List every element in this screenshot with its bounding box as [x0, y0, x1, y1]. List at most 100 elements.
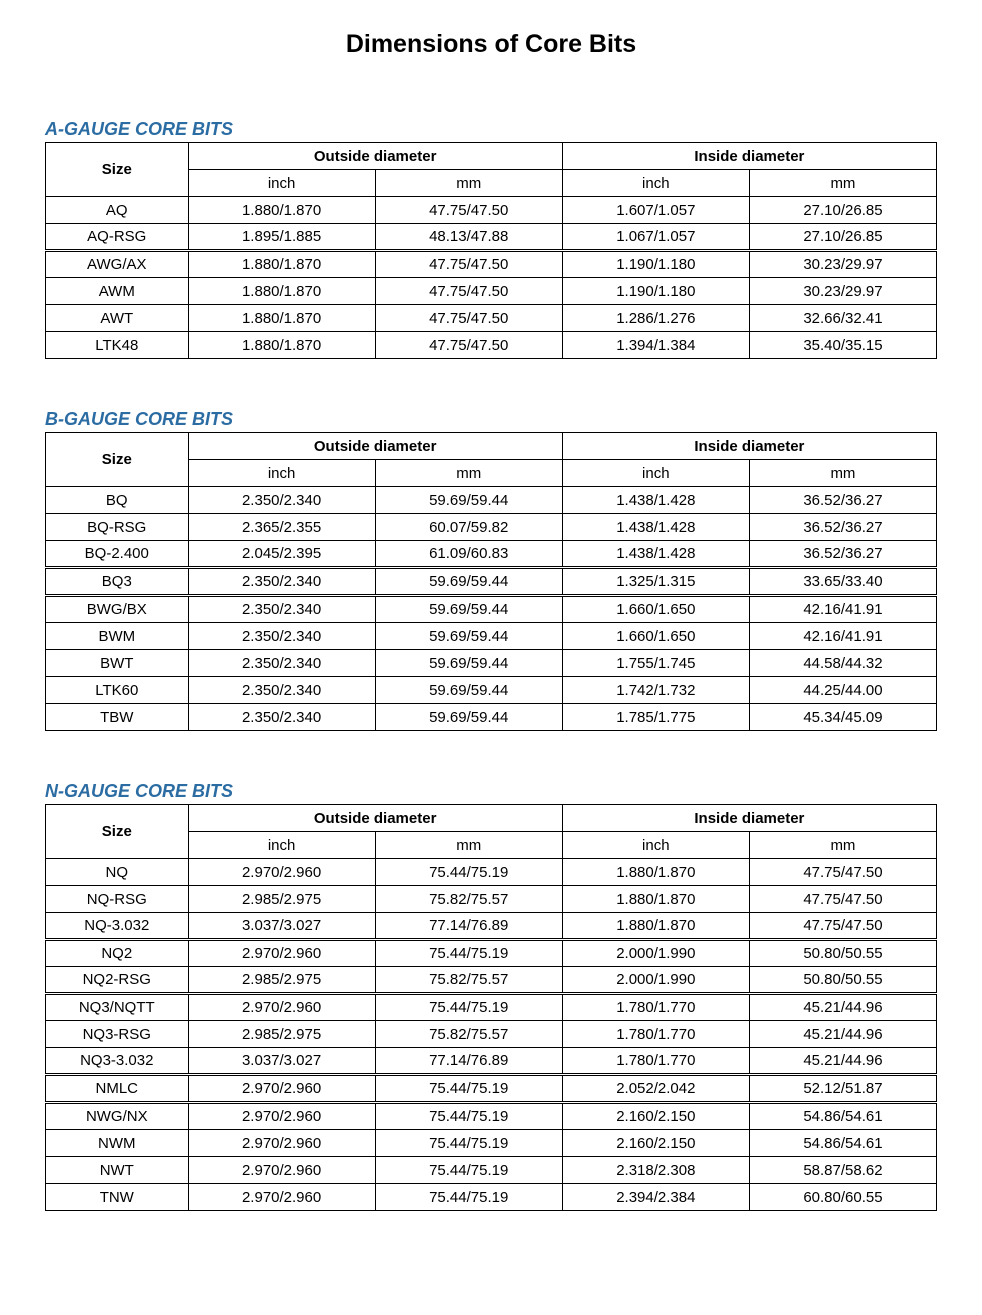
cell-id-mm: 54.86/54.61	[749, 1130, 936, 1157]
cell-od-inch: 1.880/1.870	[188, 251, 375, 278]
col-header-size: Size	[46, 433, 189, 487]
col-subheader-inch-2: inch	[562, 170, 749, 197]
page-title: Dimensions of Core Bits	[45, 30, 937, 59]
cell-id-mm: 47.75/47.50	[749, 859, 936, 886]
cell-id-inch: 2.000/1.990	[562, 940, 749, 967]
col-header-outside-diameter: Outside diameter	[188, 805, 562, 832]
cell-od-mm: 75.44/75.19	[375, 1157, 562, 1184]
cell-od-mm: 75.82/75.57	[375, 1021, 562, 1048]
cell-od-inch: 1.880/1.870	[188, 278, 375, 305]
cell-od-inch: 2.350/2.340	[188, 704, 375, 731]
table-row: NQ2-RSG2.985/2.97575.82/75.572.000/1.990…	[46, 967, 937, 994]
cell-id-inch: 2.000/1.990	[562, 967, 749, 994]
cell-size: TNW	[46, 1184, 189, 1211]
cell-id-inch: 2.160/2.150	[562, 1103, 749, 1130]
cell-od-mm: 75.44/75.19	[375, 859, 562, 886]
cell-id-inch: 1.780/1.770	[562, 1021, 749, 1048]
cell-od-inch: 2.350/2.340	[188, 568, 375, 596]
cell-size: NWM	[46, 1130, 189, 1157]
table-row: NQ3/NQTT2.970/2.96075.44/75.191.780/1.77…	[46, 994, 937, 1021]
cell-id-inch: 1.190/1.180	[562, 278, 749, 305]
table-row: BWG/BX2.350/2.34059.69/59.441.660/1.6504…	[46, 596, 937, 623]
col-subheader-mm-3: mm	[749, 832, 936, 859]
cell-id-inch: 1.660/1.650	[562, 623, 749, 650]
cell-id-mm: 27.10/26.85	[749, 224, 936, 251]
cell-od-inch: 2.985/2.975	[188, 967, 375, 994]
cell-id-mm: 44.25/44.00	[749, 677, 936, 704]
col-subheader-mm-1: mm	[375, 832, 562, 859]
table-section: B-GAUGE CORE BITSSizeOutside diameterIns…	[45, 409, 937, 731]
col-subheader-inch-2: inch	[562, 832, 749, 859]
cell-size: NMLC	[46, 1075, 189, 1103]
table-row: AQ1.880/1.87047.75/47.501.607/1.05727.10…	[46, 197, 937, 224]
cell-od-inch: 2.985/2.975	[188, 886, 375, 913]
table-row: LTK602.350/2.34059.69/59.441.742/1.73244…	[46, 677, 937, 704]
cell-od-mm: 59.69/59.44	[375, 677, 562, 704]
cell-od-inch: 2.970/2.960	[188, 859, 375, 886]
cell-size: NQ-RSG	[46, 886, 189, 913]
table-row: NQ-3.0323.037/3.02777.14/76.891.880/1.87…	[46, 913, 937, 940]
dimensions-table: SizeOutside diameterInside diameterinchm…	[45, 432, 937, 731]
cell-size: AWM	[46, 278, 189, 305]
cell-id-inch: 1.190/1.180	[562, 251, 749, 278]
cell-od-mm: 59.69/59.44	[375, 650, 562, 677]
table-row: NWG/NX2.970/2.96075.44/75.192.160/2.1505…	[46, 1103, 937, 1130]
cell-id-inch: 1.880/1.870	[562, 859, 749, 886]
col-header-outside-diameter: Outside diameter	[188, 433, 562, 460]
table-row: BQ-RSG2.365/2.35560.07/59.821.438/1.4283…	[46, 514, 937, 541]
dimensions-table: SizeOutside diameterInside diameterinchm…	[45, 804, 937, 1211]
cell-id-mm: 27.10/26.85	[749, 197, 936, 224]
col-subheader-mm-1: mm	[375, 460, 562, 487]
cell-size: BWM	[46, 623, 189, 650]
cell-od-inch: 2.350/2.340	[188, 623, 375, 650]
cell-id-mm: 44.58/44.32	[749, 650, 936, 677]
cell-id-inch: 1.286/1.276	[562, 305, 749, 332]
cell-od-mm: 75.44/75.19	[375, 1103, 562, 1130]
cell-id-mm: 50.80/50.55	[749, 967, 936, 994]
table-row: NWM2.970/2.96075.44/75.192.160/2.15054.8…	[46, 1130, 937, 1157]
cell-od-mm: 48.13/47.88	[375, 224, 562, 251]
cell-od-mm: 61.09/60.83	[375, 541, 562, 568]
cell-id-inch: 1.438/1.428	[562, 487, 749, 514]
table-row: BQ2.350/2.34059.69/59.441.438/1.42836.52…	[46, 487, 937, 514]
cell-od-mm: 59.69/59.44	[375, 623, 562, 650]
cell-od-inch: 1.880/1.870	[188, 332, 375, 359]
cell-od-inch: 3.037/3.027	[188, 1048, 375, 1075]
cell-od-inch: 2.985/2.975	[188, 1021, 375, 1048]
cell-id-inch: 1.438/1.428	[562, 514, 749, 541]
cell-size: BQ-RSG	[46, 514, 189, 541]
table-row: TNW2.970/2.96075.44/75.192.394/2.38460.8…	[46, 1184, 937, 1211]
cell-id-mm: 47.75/47.50	[749, 913, 936, 940]
cell-od-mm: 47.75/47.50	[375, 251, 562, 278]
cell-od-mm: 75.44/75.19	[375, 1184, 562, 1211]
table-row: BQ32.350/2.34059.69/59.441.325/1.31533.6…	[46, 568, 937, 596]
cell-od-mm: 59.69/59.44	[375, 596, 562, 623]
cell-size: LTK48	[46, 332, 189, 359]
cell-od-inch: 2.970/2.960	[188, 1103, 375, 1130]
cell-od-mm: 77.14/76.89	[375, 913, 562, 940]
cell-id-mm: 36.52/36.27	[749, 514, 936, 541]
cell-size: BWG/BX	[46, 596, 189, 623]
table-row: NQ3-RSG2.985/2.97575.82/75.571.780/1.770…	[46, 1021, 937, 1048]
cell-id-mm: 36.52/36.27	[749, 487, 936, 514]
cell-od-inch: 2.350/2.340	[188, 650, 375, 677]
table-row: NQ-RSG2.985/2.97575.82/75.571.880/1.8704…	[46, 886, 937, 913]
col-subheader-inch-2: inch	[562, 460, 749, 487]
cell-id-mm: 58.87/58.62	[749, 1157, 936, 1184]
cell-size: NQ3/NQTT	[46, 994, 189, 1021]
col-header-outside-diameter: Outside diameter	[188, 143, 562, 170]
cell-id-mm: 54.86/54.61	[749, 1103, 936, 1130]
col-subheader-inch-0: inch	[188, 170, 375, 197]
cell-id-inch: 1.880/1.870	[562, 913, 749, 940]
cell-size: NWG/NX	[46, 1103, 189, 1130]
col-subheader-mm-3: mm	[749, 170, 936, 197]
col-header-inside-diameter: Inside diameter	[562, 433, 936, 460]
cell-od-mm: 47.75/47.50	[375, 305, 562, 332]
cell-id-mm: 45.21/44.96	[749, 1021, 936, 1048]
cell-od-inch: 2.970/2.960	[188, 1184, 375, 1211]
table-row: TBW2.350/2.34059.69/59.441.785/1.77545.3…	[46, 704, 937, 731]
table-row: AQ-RSG1.895/1.88548.13/47.881.067/1.0572…	[46, 224, 937, 251]
cell-od-mm: 59.69/59.44	[375, 704, 562, 731]
cell-od-inch: 2.045/2.395	[188, 541, 375, 568]
table-row: NQ3-3.0323.037/3.02777.14/76.891.780/1.7…	[46, 1048, 937, 1075]
